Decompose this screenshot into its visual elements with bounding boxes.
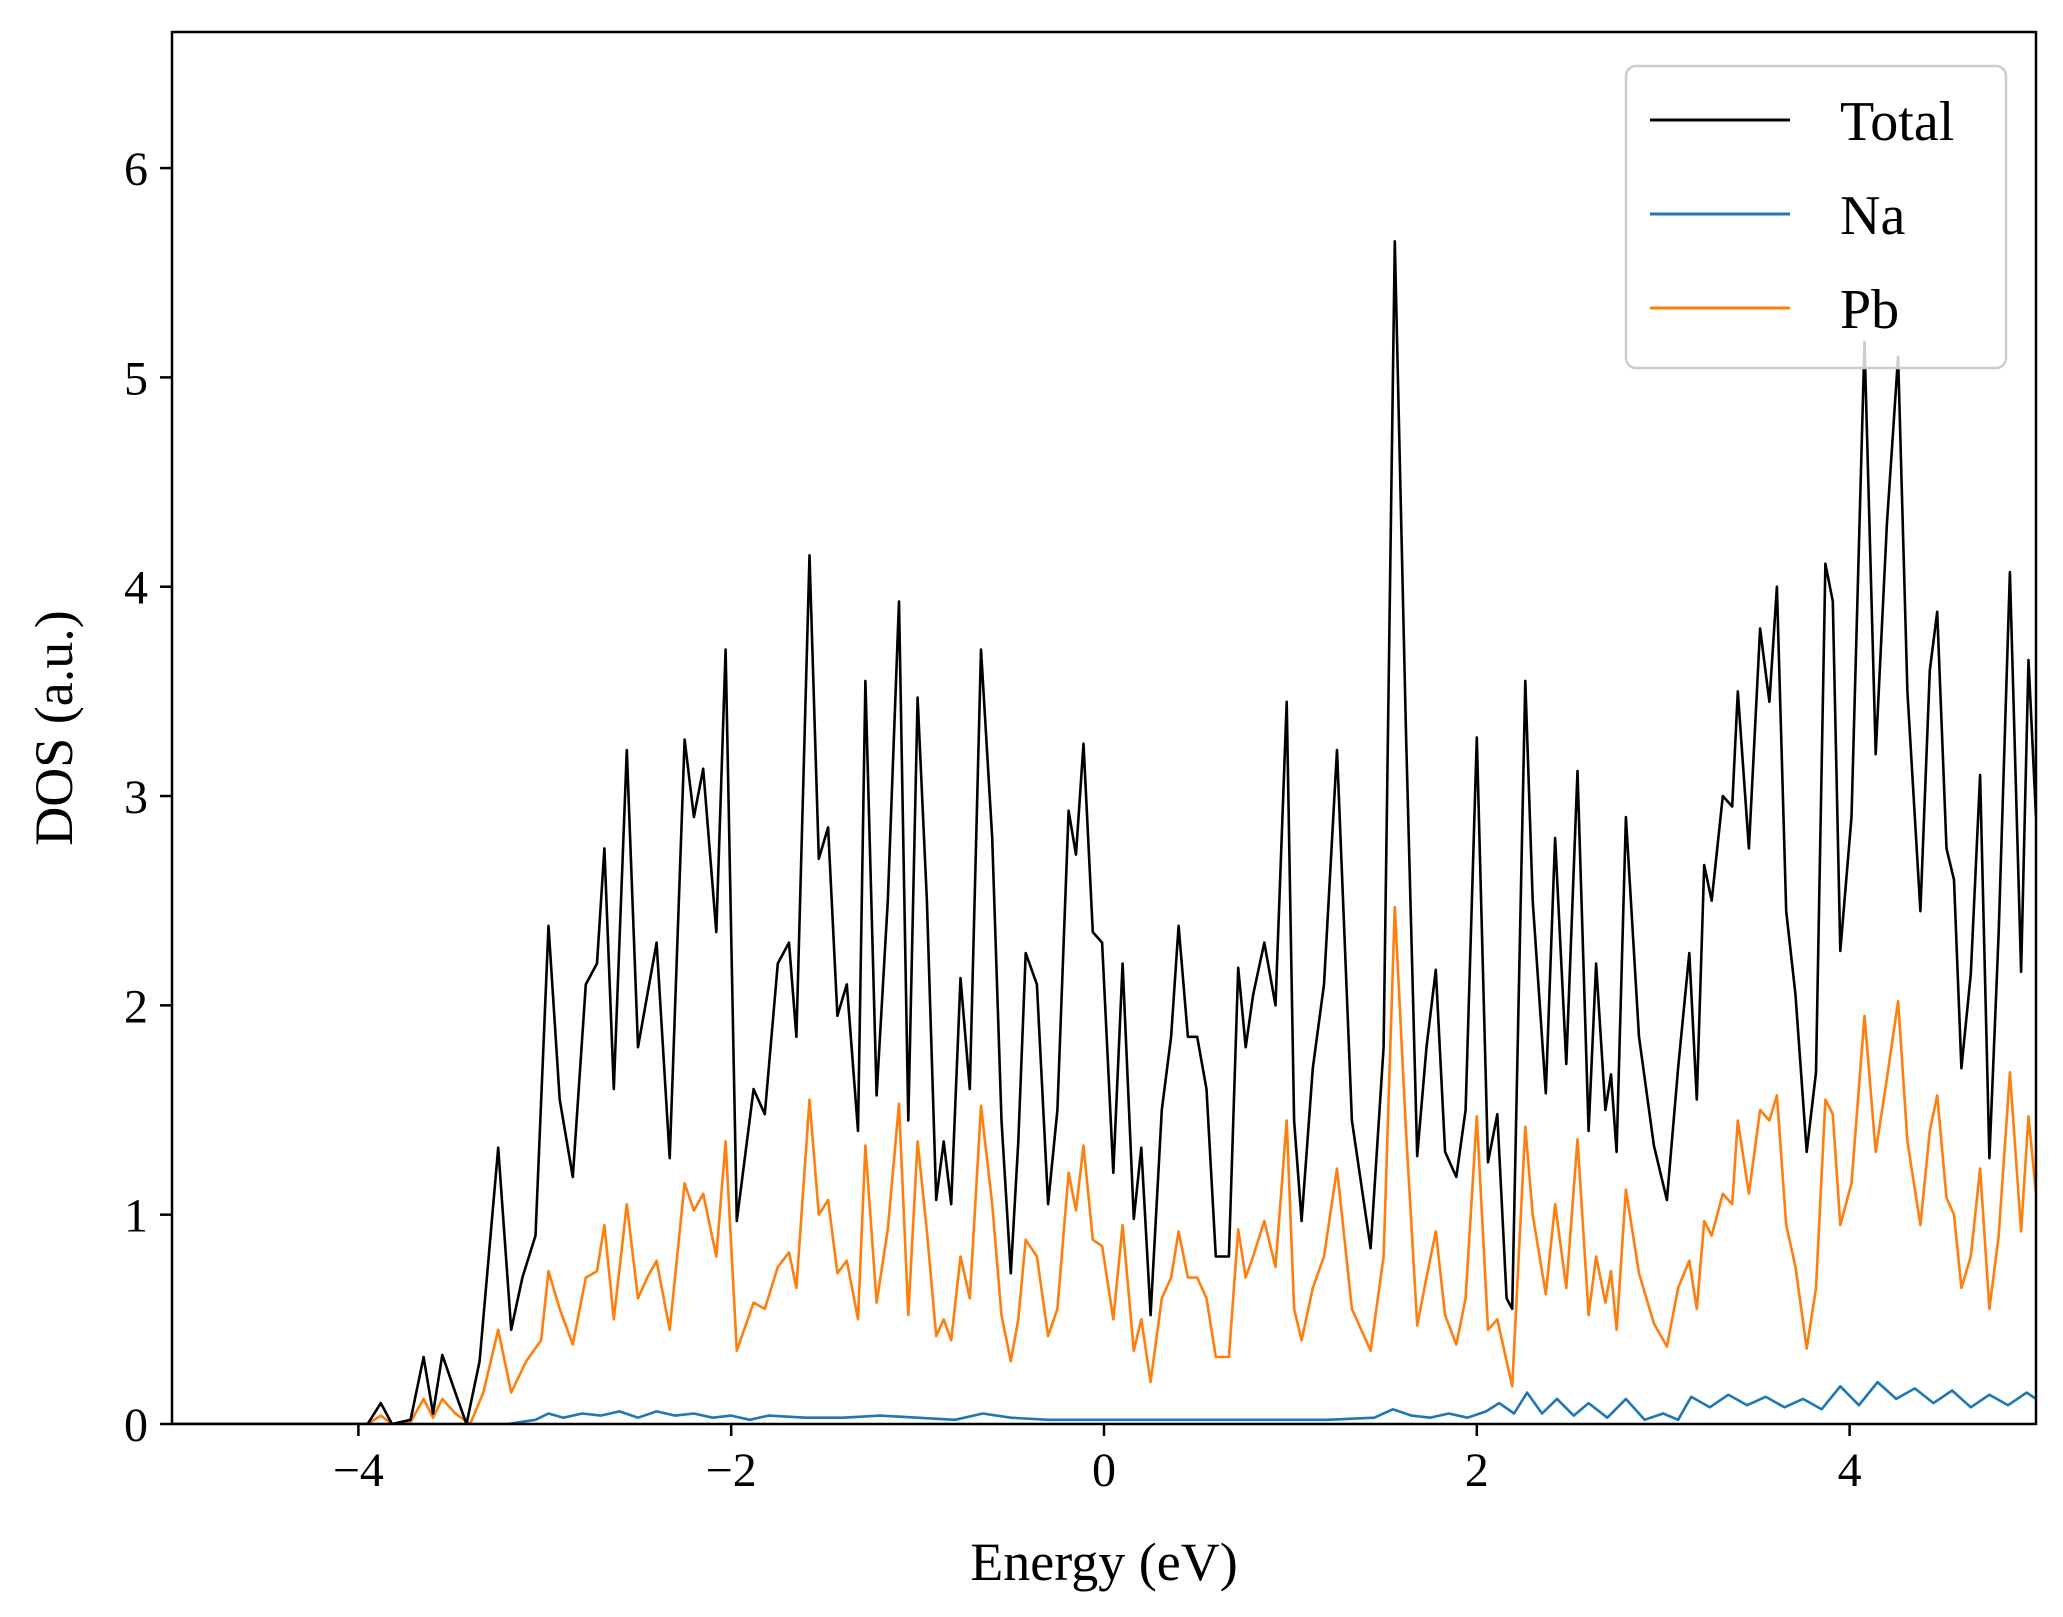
series-line-pb bbox=[172, 905, 2036, 1424]
x-tick-label: −4 bbox=[333, 1444, 384, 1497]
y-tick-label: 3 bbox=[124, 771, 148, 824]
x-axis: −4 −2 0 2 4 bbox=[333, 1424, 1862, 1497]
legend-label-na: Na bbox=[1840, 185, 1905, 247]
y-tick-label: 6 bbox=[124, 143, 148, 196]
x-axis-label: Energy (eV) bbox=[970, 1532, 1237, 1592]
legend-label-total: Total bbox=[1840, 91, 1954, 153]
x-tick-label: 4 bbox=[1838, 1444, 1862, 1497]
y-tick-label: 1 bbox=[124, 1190, 148, 1243]
x-tick-label: 0 bbox=[1092, 1444, 1116, 1497]
series-line-na bbox=[172, 1380, 2036, 1424]
y-tick-label: 2 bbox=[124, 980, 148, 1033]
legend-box bbox=[1624, 64, 2008, 370]
series-line-total bbox=[172, 240, 2036, 1424]
series-layer bbox=[172, 240, 2036, 1424]
y-tick-label: 4 bbox=[124, 562, 148, 615]
legend: Total Na Pb bbox=[1624, 64, 2008, 370]
y-tick-label: 5 bbox=[124, 352, 148, 405]
y-axis-label: DOS (a.u.) bbox=[24, 610, 84, 845]
y-tick-label: 0 bbox=[124, 1399, 148, 1452]
legend-label-pb: Pb bbox=[1840, 279, 1899, 341]
y-axis: 0 1 2 3 4 5 6 bbox=[124, 143, 172, 1452]
x-tick-label: −2 bbox=[706, 1444, 757, 1497]
x-tick-label: 2 bbox=[1465, 1444, 1489, 1497]
